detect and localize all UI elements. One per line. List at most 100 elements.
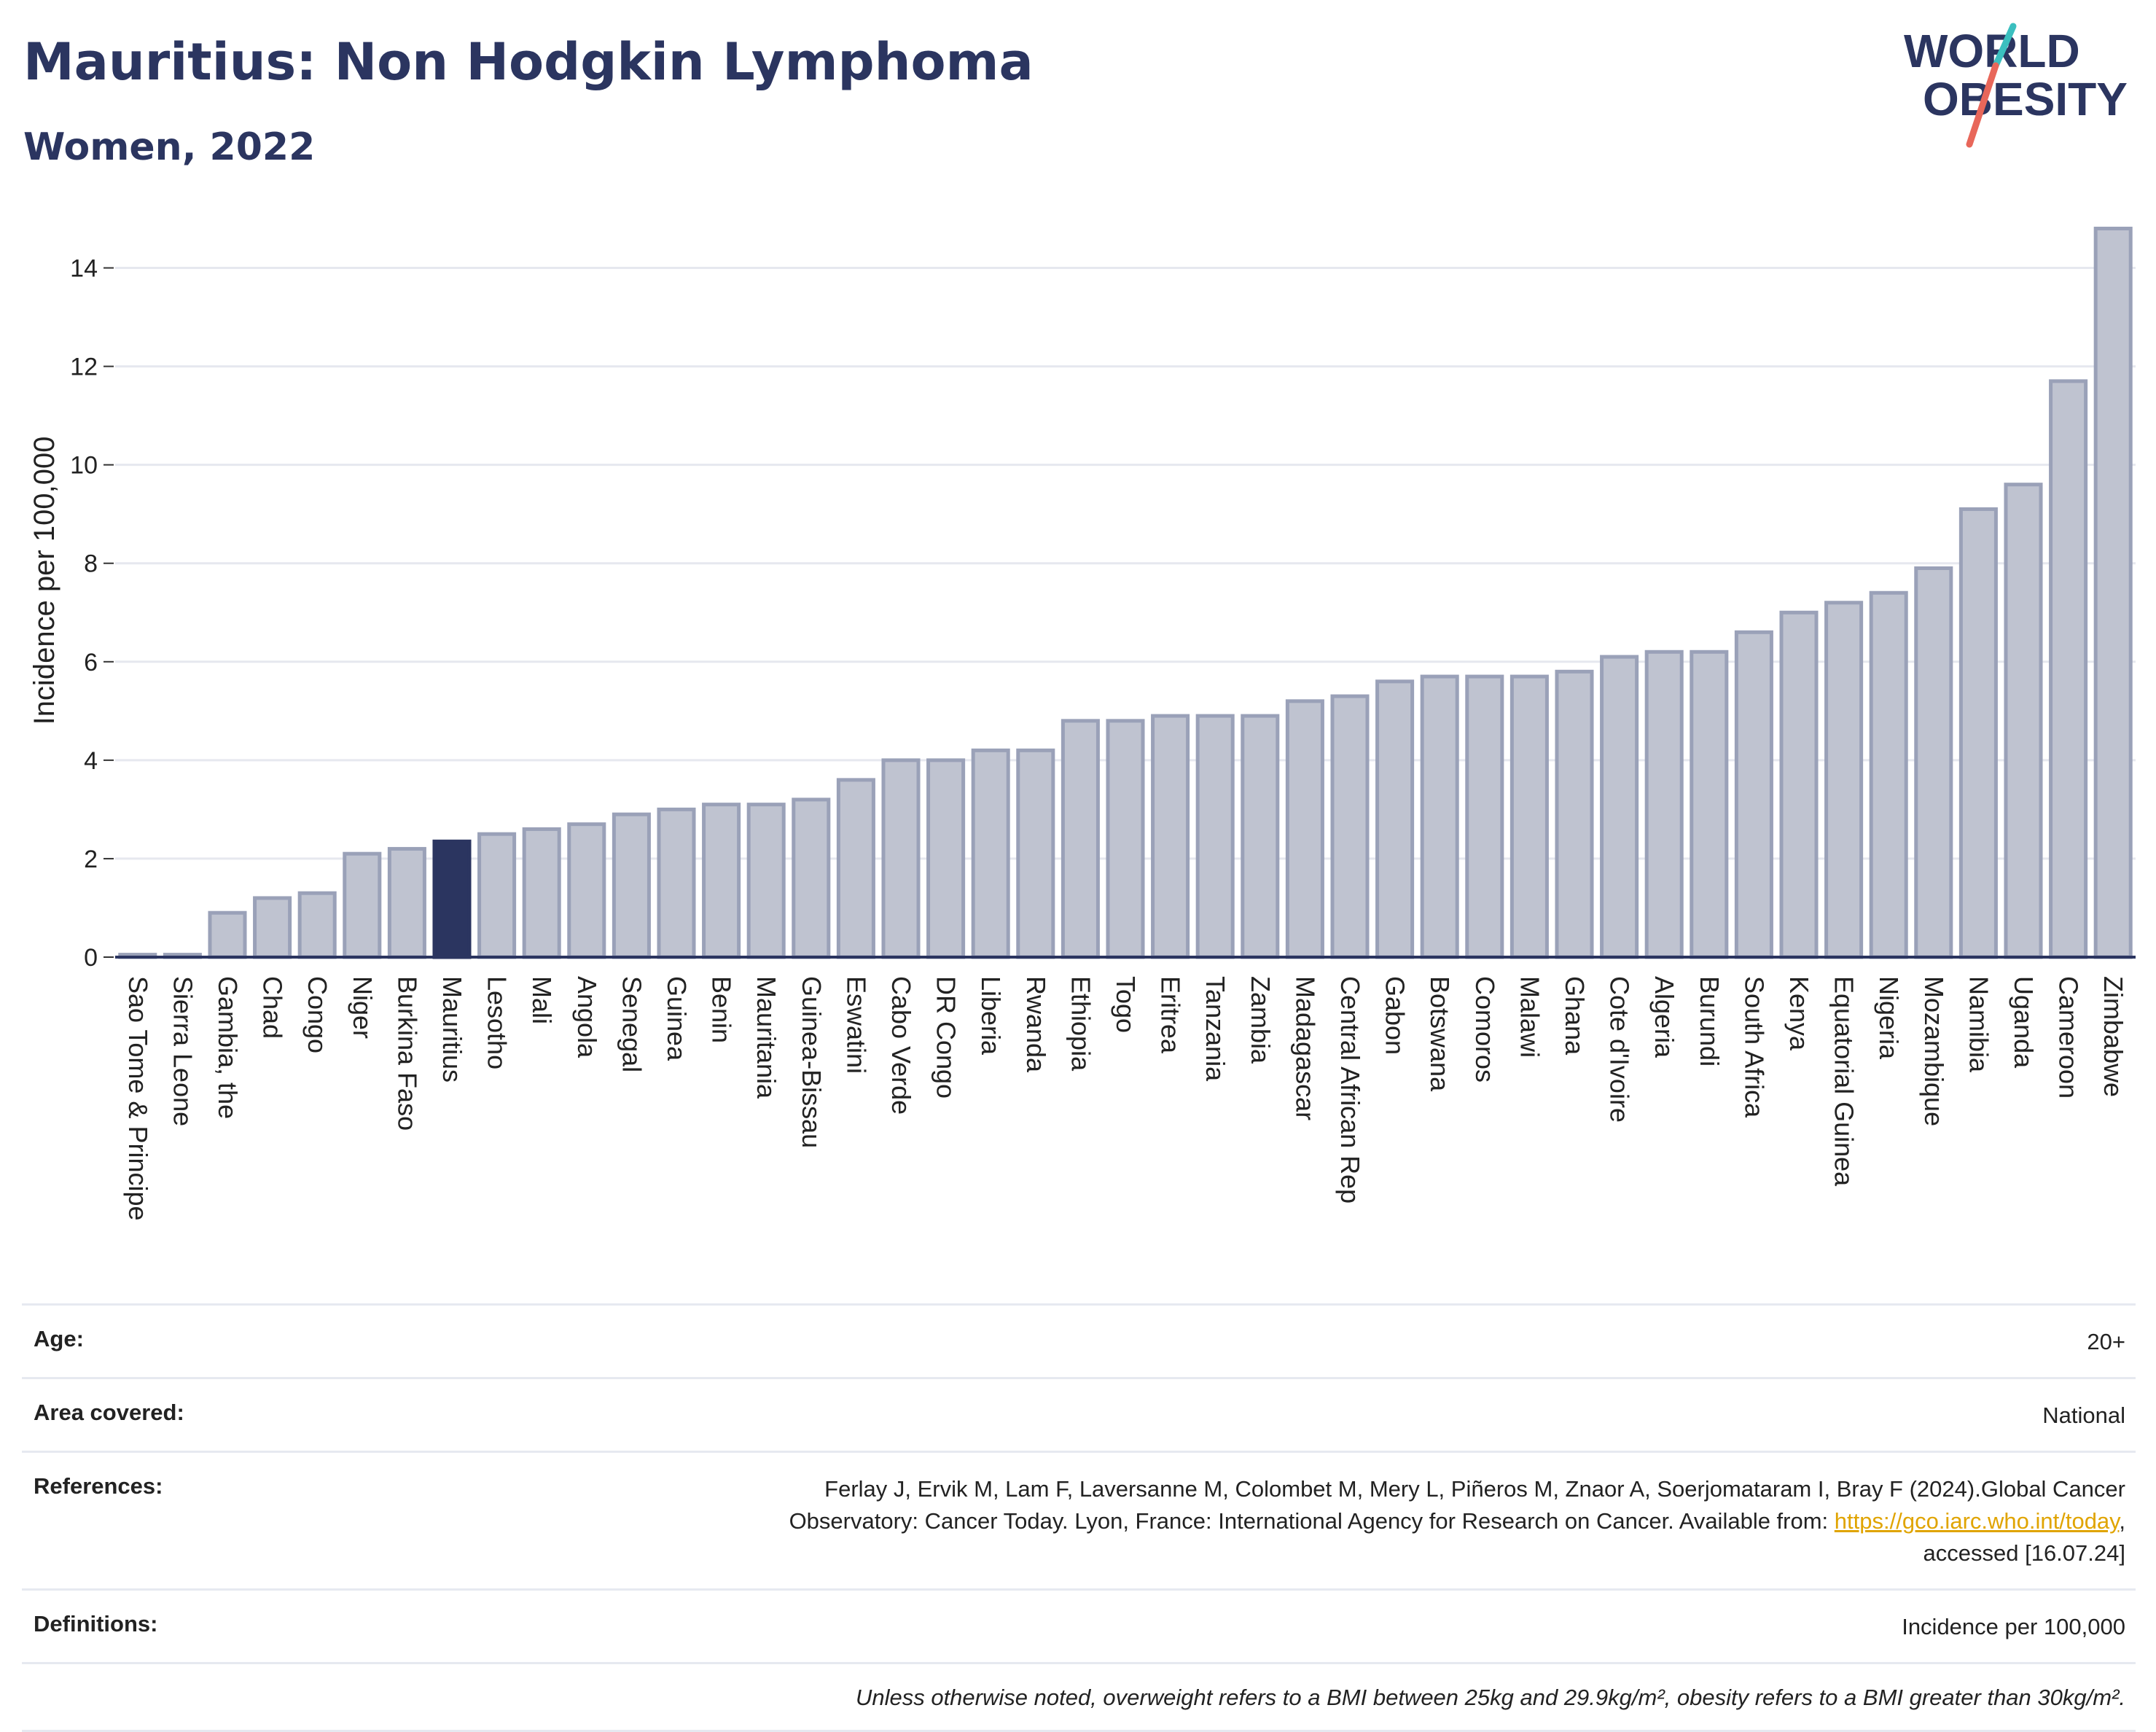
bar-eritrea (1151, 714, 1190, 959)
x-tick-label: Uganda (2009, 976, 2039, 1069)
x-tick-label: Mali (527, 976, 557, 1024)
info-row-definitions: Definitions: Incidence per 100,000 (22, 1588, 2136, 1662)
bar-lesotho (477, 832, 517, 959)
bar-chad (253, 896, 292, 959)
x-tick-label: Guinea-Bissau (797, 976, 827, 1148)
x-tick-label: Central African Rep (1335, 976, 1365, 1204)
bar-madagascar (1285, 699, 1324, 959)
bar-cameroon (2049, 379, 2088, 959)
bar-ghana (1555, 669, 1594, 959)
bar-cabo-verde (881, 758, 921, 959)
bar-mozambique (1914, 566, 1953, 959)
bar-benin (702, 803, 741, 959)
bars (118, 227, 2133, 959)
y-axis-label: Incidence per 100,000 (28, 437, 60, 725)
bar-congo (297, 891, 337, 959)
bar-guinea (657, 807, 696, 959)
bar-mauritius (432, 839, 472, 959)
x-tick-label: Mauritius (437, 976, 467, 1082)
bar-angola (567, 822, 606, 959)
bar-eswatini (836, 778, 875, 959)
y-tick-label: 6 (84, 649, 98, 676)
bar-chart: 0 2 4 6 8 10 12 14 Sao Tome & Principe Sierra Le… (28, 227, 2136, 1221)
references-line3: accessed [16.07.24] (1923, 1540, 2125, 1566)
x-tick-label: Guinea (662, 976, 692, 1061)
x-tick-label: Eswatini (841, 976, 871, 1074)
definitions-value: Incidence per 100,000 (1902, 1614, 2125, 1639)
x-tick-label: Ghana (1560, 976, 1590, 1056)
y-tick-label: 0 (84, 944, 98, 972)
x-tick-label: Congo (302, 976, 332, 1053)
x-tick-label: Rwanda (1021, 976, 1051, 1073)
bar-guinea-bissau (792, 797, 831, 959)
x-tick-label: Namibia (1964, 976, 1993, 1073)
definitions-label: Definitions: (34, 1611, 158, 1637)
x-tick-label: Zimbabwe (2098, 976, 2128, 1097)
x-tick-label: Botswana (1425, 976, 1455, 1092)
bar-cote-d-ivoire (1600, 655, 1639, 959)
bar-mauritania (746, 803, 786, 959)
age-value: 20+ (2087, 1329, 2125, 1354)
x-tick-label: Tanzania (1200, 976, 1230, 1082)
references-link[interactable]: https://gco.iarc.who.int/today (1834, 1508, 2120, 1534)
x-tick-label: Zambia (1246, 976, 1276, 1064)
x-tick-label: Ethiopia (1066, 976, 1095, 1072)
chart-subtitle: Women, 2022 (23, 125, 316, 169)
bar-burundi (1690, 650, 1729, 959)
bar-botswana (1420, 674, 1459, 959)
y-tick-label: 2 (84, 846, 98, 873)
world-obesity-logo: WORLD OBESITY (1904, 23, 2128, 148)
info-table: Age: 20+ Area covered: National Referenc… (22, 1303, 2136, 1732)
info-row-references: References: Ferlay J, Ervik M, Lam F, La… (22, 1451, 2136, 1588)
x-tick-label: Malawi (1515, 976, 1544, 1058)
bmi-note: Unless otherwise noted, overweight refer… (855, 1685, 2125, 1710)
info-row-area: Area covered: National (22, 1377, 2136, 1451)
bar-zimbabwe (2093, 227, 2133, 959)
x-tick-label: Equatorial Guinea (1829, 976, 1859, 1187)
chart-title: Mauritius: Non Hodgkin Lymphoma (23, 32, 1034, 92)
x-tick-label: DR Congo (931, 976, 961, 1099)
x-tick-label: Nigeria (1874, 976, 1904, 1060)
x-tick-label: Mauritania (751, 976, 781, 1099)
bar-comoros (1465, 674, 1504, 959)
y-tick-label: 14 (70, 255, 98, 283)
references-label: References: (34, 1473, 163, 1499)
references-value: Ferlay J, Ervik M, Lam F, Laversanne M, … (789, 1473, 2125, 1569)
area-value: National (2042, 1403, 2125, 1428)
bar-liberia (971, 748, 1010, 959)
references-line2-pre: Observatory: Cancer Today. Lyon, France:… (789, 1508, 1835, 1534)
x-tick-label: Niger (348, 976, 378, 1039)
x-tick-label: Eritrea (1156, 976, 1186, 1054)
bar-rwanda (1016, 748, 1055, 959)
x-tick-label: Madagascar (1290, 976, 1320, 1120)
x-tick-label: Sierra Leone (168, 976, 198, 1126)
bar-malawi (1509, 674, 1549, 959)
references-line2-post: , (2119, 1508, 2125, 1534)
references-line1: Ferlay J, Ervik M, Lam F, Laversanne M, … (824, 1476, 2125, 1502)
bar-equatorial-guinea (1824, 601, 1864, 959)
x-tick-label: Chad (258, 976, 288, 1039)
x-tick-label: Gabon (1380, 976, 1410, 1055)
bar-zambia (1241, 714, 1280, 959)
x-tick-label: Liberia (976, 976, 1006, 1056)
x-tick-label: Sao Tome & Principe (123, 976, 153, 1221)
y-tick-label: 12 (70, 354, 98, 381)
x-tick-label: Comoros (1470, 976, 1500, 1082)
x-tick-label: Kenya (1784, 976, 1814, 1051)
bar-nigeria (1869, 590, 1908, 959)
logo-slash-coral (1966, 62, 1999, 148)
bar-gabon (1375, 679, 1415, 959)
x-tick-label: Lesotho (483, 976, 512, 1069)
x-tick-label: Cameroon (2054, 976, 2084, 1099)
area-label: Area covered: (34, 1400, 184, 1425)
y-tick-label: 10 (70, 452, 98, 480)
bar-senegal (612, 812, 651, 959)
bar-burkina-faso (387, 846, 426, 959)
x-tick-label: Cabo Verde (886, 976, 916, 1115)
bar-dr-congo (926, 758, 966, 959)
x-tick-label: South Africa (1739, 976, 1769, 1118)
x-tick-label: Algeria (1649, 976, 1679, 1058)
logo-text-obesity: OBESITY (1923, 73, 2128, 125)
bar-south-africa (1734, 630, 1773, 959)
bar-kenya (1779, 610, 1819, 959)
